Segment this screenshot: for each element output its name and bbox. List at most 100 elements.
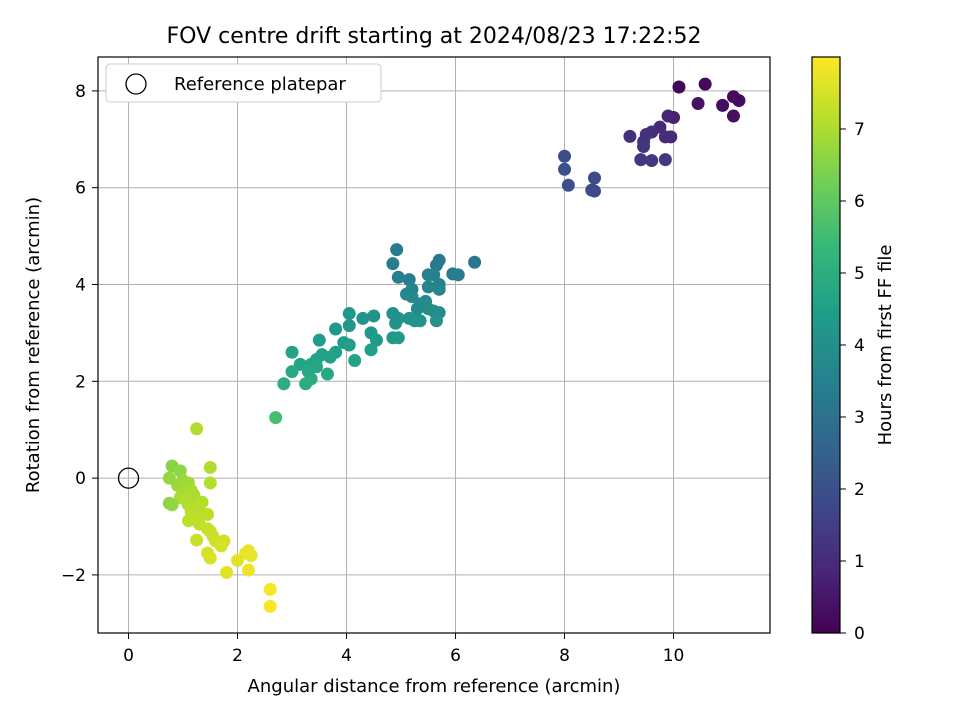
data-point xyxy=(561,178,575,192)
legend-box xyxy=(105,63,382,103)
data-point xyxy=(432,282,446,296)
data-point xyxy=(558,162,572,176)
colorbar-label: Hours from first FF file xyxy=(875,245,896,446)
data-point xyxy=(220,565,234,579)
data-point xyxy=(320,367,334,381)
data-point xyxy=(190,422,204,436)
data-point xyxy=(421,280,435,294)
data-point xyxy=(389,316,403,330)
data-point xyxy=(732,94,746,108)
y-axis-ticks: −2 0 2 4 6 8 xyxy=(61,82,98,586)
data-point xyxy=(342,338,356,352)
colorbar-tick-label: 1 xyxy=(854,552,865,572)
data-point xyxy=(312,333,326,347)
data-point xyxy=(285,345,299,359)
data-point xyxy=(203,460,217,474)
y-tick-label: 2 xyxy=(75,372,86,392)
y-tick-label: 0 xyxy=(75,469,86,489)
data-point xyxy=(637,140,651,154)
x-axis-ticks: 0 2 4 6 8 10 xyxy=(123,633,684,666)
data-point xyxy=(427,268,441,282)
plot-area: 0 2 4 6 8 10 −2 0 2 4 6 8 xyxy=(61,56,771,666)
data-point xyxy=(342,307,356,321)
y-axis-label: Rotation from reference (arcmin) xyxy=(23,197,44,493)
data-point xyxy=(588,171,602,185)
data-point xyxy=(672,80,686,94)
data-point xyxy=(391,270,405,284)
scatter-points xyxy=(117,77,746,613)
data-point xyxy=(277,377,291,391)
data-point xyxy=(691,96,705,110)
data-point xyxy=(413,314,427,328)
data-point xyxy=(241,563,255,577)
chart-title: FOV centre drift starting at 2024/08/23 … xyxy=(167,24,702,49)
data-point xyxy=(558,149,572,163)
data-point xyxy=(634,153,648,167)
data-point xyxy=(429,314,443,328)
colorbar-tick-label: 7 xyxy=(854,120,865,140)
data-point xyxy=(390,243,404,257)
x-tick-label: 0 xyxy=(123,646,134,666)
data-point xyxy=(356,311,370,325)
x-axis-label: Angular distance from reference (arcmin) xyxy=(248,676,621,697)
legend: Reference platepar xyxy=(105,63,382,103)
data-point xyxy=(348,353,362,367)
data-point xyxy=(203,551,217,565)
data-point xyxy=(391,331,405,345)
data-point xyxy=(661,109,675,123)
data-point xyxy=(203,476,217,490)
data-point xyxy=(386,257,400,271)
legend-marker-open-circle xyxy=(125,73,147,95)
data-point xyxy=(263,599,277,613)
colorbar-tick-label: 3 xyxy=(854,408,865,428)
data-point xyxy=(244,549,258,563)
data-point xyxy=(165,498,179,512)
data-point xyxy=(323,350,337,364)
x-tick-label: 4 xyxy=(341,646,352,666)
data-point xyxy=(645,154,659,168)
data-point xyxy=(364,343,378,357)
data-point xyxy=(201,507,215,521)
data-point xyxy=(658,153,672,167)
x-tick-label: 6 xyxy=(450,646,461,666)
colorbar-tick-label: 0 xyxy=(854,624,865,644)
data-point xyxy=(214,539,228,553)
plot-background xyxy=(98,57,770,633)
plot-frame xyxy=(97,56,771,634)
data-point xyxy=(639,127,653,141)
data-point xyxy=(698,77,712,91)
data-point xyxy=(451,268,465,282)
y-tick-label: 8 xyxy=(75,82,86,102)
data-point xyxy=(370,333,384,347)
data-point xyxy=(588,184,602,198)
colorbar-tick-label: 6 xyxy=(854,192,865,212)
y-tick-label: 6 xyxy=(75,179,86,199)
data-point xyxy=(190,533,204,547)
colorbar-tick-label: 2 xyxy=(854,480,865,500)
data-point xyxy=(263,582,277,596)
y-tick-label: −2 xyxy=(61,566,86,586)
data-point xyxy=(367,309,381,323)
reference-point xyxy=(117,467,140,489)
legend-label: Reference platepar xyxy=(174,74,346,95)
data-point xyxy=(716,98,730,112)
x-tick-label: 10 xyxy=(663,646,685,666)
data-point xyxy=(726,109,740,123)
data-point xyxy=(269,411,283,425)
data-point xyxy=(468,255,482,269)
data-point xyxy=(623,129,637,143)
data-point xyxy=(410,302,424,316)
x-tick-label: 2 xyxy=(232,646,243,666)
data-point xyxy=(329,322,343,336)
data-point xyxy=(285,365,299,379)
data-point xyxy=(299,377,313,391)
y-tick-label: 4 xyxy=(75,275,86,295)
colorbar-fill xyxy=(812,57,840,633)
colorbar-ticks: 0 1 2 3 4 5 6 7 xyxy=(840,120,865,644)
data-point xyxy=(342,319,356,333)
data-point xyxy=(658,130,672,144)
x-tick-label: 8 xyxy=(559,646,570,666)
colorbar-tick-label: 4 xyxy=(854,336,865,356)
colorbar: 0 1 2 3 4 5 6 7 Hours from first FF file xyxy=(811,56,896,644)
